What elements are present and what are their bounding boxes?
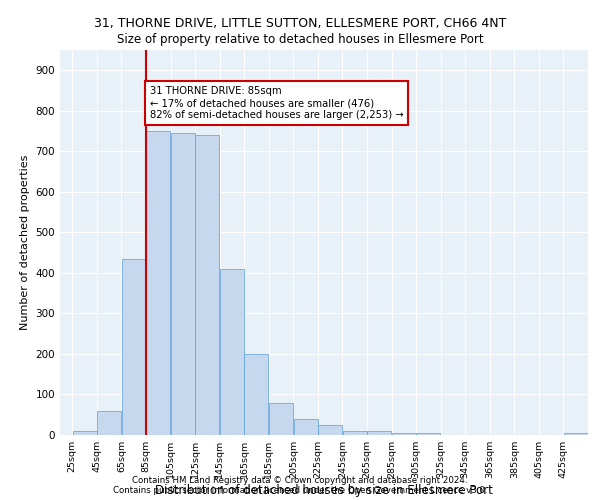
Bar xyxy=(220,269,244,435)
X-axis label: Distribution of detached houses by size in Ellesmere Port: Distribution of detached houses by size … xyxy=(155,484,493,497)
Text: Contains public sector information licensed under the Open Government Licence v3: Contains public sector information licen… xyxy=(113,486,487,495)
Bar xyxy=(367,431,391,435)
Y-axis label: Number of detached properties: Number of detached properties xyxy=(20,155,30,330)
Text: Size of property relative to detached houses in Ellesmere Port: Size of property relative to detached ho… xyxy=(116,32,484,46)
Bar xyxy=(293,419,317,435)
Bar xyxy=(269,402,293,435)
Bar xyxy=(97,410,121,435)
Bar xyxy=(318,425,342,435)
Bar xyxy=(122,258,146,435)
Bar xyxy=(244,354,268,435)
Bar xyxy=(564,433,587,435)
Bar xyxy=(392,433,416,435)
Bar xyxy=(416,433,440,435)
Bar xyxy=(196,135,220,435)
Bar xyxy=(343,431,367,435)
Bar xyxy=(73,431,97,435)
Text: 31, THORNE DRIVE, LITTLE SUTTON, ELLESMERE PORT, CH66 4NT: 31, THORNE DRIVE, LITTLE SUTTON, ELLESME… xyxy=(94,18,506,30)
Text: Contains HM Land Registry data © Crown copyright and database right 2024.: Contains HM Land Registry data © Crown c… xyxy=(132,476,468,485)
Text: 31 THORNE DRIVE: 85sqm
← 17% of detached houses are smaller (476)
82% of semi-de: 31 THORNE DRIVE: 85sqm ← 17% of detached… xyxy=(149,86,403,120)
Bar xyxy=(171,133,195,435)
Bar xyxy=(146,131,170,435)
